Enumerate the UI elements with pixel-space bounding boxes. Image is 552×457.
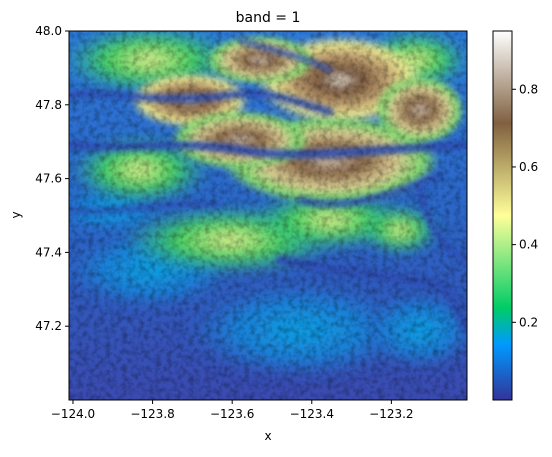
colorbar-ticks: 0.2 0.4 0.6 0.8 xyxy=(512,82,538,329)
colorbar-tick-label: 0.6 xyxy=(519,160,538,174)
chart-title: band = 1 xyxy=(236,10,301,26)
colorbar-tick-label: 0.4 xyxy=(519,238,538,252)
y-axis: 47.2 47.4 47.6 47.8 48.0 xyxy=(35,24,69,333)
colorbar: 0.2 0.4 0.6 0.8 xyxy=(492,30,538,401)
x-tick-label: −123.6 xyxy=(210,407,254,421)
y-axis-label: y xyxy=(9,211,23,218)
x-tick-label: −123.8 xyxy=(130,407,174,421)
colorbar-tick-label: 0.2 xyxy=(519,315,538,329)
plot-frame xyxy=(68,30,468,401)
x-tick-label: −123.4 xyxy=(290,407,334,421)
y-tick-label: 47.2 xyxy=(35,319,62,333)
x-tick-label: −124.0 xyxy=(51,407,95,421)
y-tick-label: 47.6 xyxy=(35,172,62,186)
x-axis-label: x xyxy=(264,429,271,443)
x-tick-label: −123.2 xyxy=(369,407,413,421)
colorbar-tick-label: 0.8 xyxy=(519,82,538,96)
y-tick-label: 48.0 xyxy=(35,24,62,38)
y-tick-label: 47.8 xyxy=(35,98,62,112)
x-axis: −124.0 −123.8 −123.6 −123.4 −123.2 xyxy=(51,400,414,421)
y-tick-label: 47.4 xyxy=(35,245,62,259)
colorbar-gradient xyxy=(492,30,513,401)
heatmap-image xyxy=(69,31,467,400)
